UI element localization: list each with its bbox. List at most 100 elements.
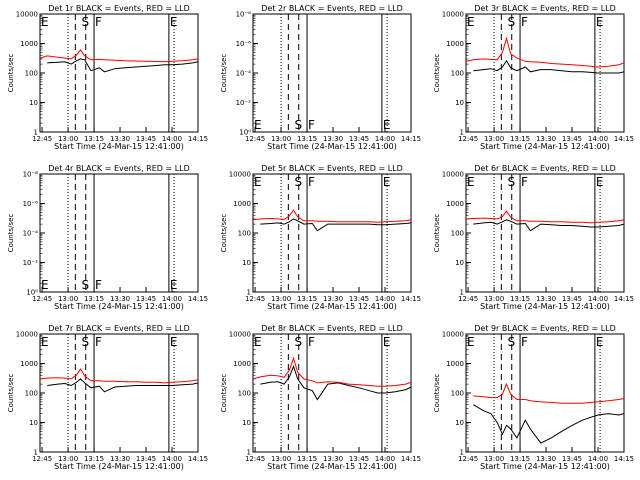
x-tick-label: 13:30	[536, 455, 556, 463]
x-tick-label: 13:45	[349, 455, 369, 463]
events-series-line	[473, 219, 625, 232]
x-axis-label: Start Time (24-Mar-15 12:41:00)	[267, 462, 397, 471]
lld-series-line	[465, 210, 625, 224]
events-series-line	[473, 404, 625, 444]
y-axis-label: Counts/sec	[433, 54, 441, 93]
y-tick-label: 1000	[233, 360, 251, 368]
y-tick-label: 1	[247, 449, 251, 457]
x-tick-label: 12:45	[245, 455, 265, 463]
event-marker-label: S	[508, 15, 516, 29]
event-marker-label: E	[467, 335, 475, 349]
event-marker-label: F	[95, 15, 102, 29]
event-marker-label: E	[467, 175, 475, 189]
y-axis-label: Counts/sec	[7, 374, 15, 413]
y-tick-label: 10⁻⁸	[23, 171, 39, 179]
x-tick-label: 12:45	[32, 295, 52, 303]
event-marker-label: F	[308, 118, 315, 132]
y-tick-label: 10⁰	[26, 289, 38, 297]
x-axis-label: Start Time (24-Mar-15 12:41:00)	[54, 302, 184, 311]
event-marker-label: S	[295, 118, 303, 132]
x-tick-label: 13:45	[349, 295, 369, 303]
y-tick-label: 1	[34, 449, 38, 457]
x-tick-label: 14:00	[588, 295, 608, 303]
y-tick-label: 1	[34, 129, 38, 137]
y-tick-label: 10	[455, 259, 464, 267]
event-marker-label: S	[508, 335, 516, 349]
x-tick-label: 13:45	[562, 135, 582, 143]
x-axis-label: Start Time (24-Mar-15 12:41:00)	[480, 142, 610, 151]
lld-series-line	[252, 209, 412, 223]
panel-6: Det 6r BLACK = Events, RED = LLD 1 10 100 10…	[433, 164, 634, 311]
y-axis-label: Counts/sec	[433, 214, 441, 253]
lld-series-line	[39, 49, 199, 63]
lld-series-line	[252, 356, 412, 387]
y-tick-label: 10⁻⁸	[236, 11, 252, 19]
event-marker-label: E	[254, 118, 262, 132]
y-tick-label: 10000	[442, 11, 464, 19]
y-tick-label: 100	[238, 390, 251, 398]
event-marker-label: S	[82, 15, 90, 29]
y-tick-label: 1000	[446, 360, 464, 368]
x-tick-label: 13:45	[136, 455, 156, 463]
y-tick-label: 1	[247, 289, 251, 297]
panel-1: Det 1r BLACK = Events, RED = LLD 1 10 100 10…	[7, 4, 208, 151]
y-tick-label: 10⁻⁶	[23, 200, 39, 208]
lld-series-line	[39, 368, 199, 384]
event-marker-label: S	[295, 175, 303, 189]
x-tick-label: 13:30	[323, 135, 343, 143]
x-tick-label: 14:15	[614, 455, 634, 463]
x-tick-label: 14:15	[401, 295, 421, 303]
event-marker-label: E	[383, 335, 391, 349]
events-series-line	[260, 218, 412, 232]
event-marker-label: S	[295, 335, 303, 349]
x-tick-label: 14:00	[375, 455, 395, 463]
panel-title: Det 9r BLACK = Events, RED = LLD	[474, 324, 616, 333]
x-tick-label: 12:45	[458, 295, 478, 303]
events-series-line	[260, 364, 412, 401]
event-marker-label: E	[383, 118, 391, 132]
panel-title: Det 6r BLACK = Events, RED = LLD	[474, 164, 616, 173]
y-tick-label: 100	[451, 390, 464, 398]
event-marker-label: E	[254, 175, 262, 189]
event-marker-label: F	[95, 278, 102, 292]
y-tick-label: 100	[451, 230, 464, 238]
event-marker-label: E	[596, 15, 604, 29]
y-tick-label: 10000	[16, 331, 38, 339]
y-tick-label: 10⁻²	[236, 99, 252, 107]
x-tick-label: 14:15	[614, 135, 634, 143]
y-tick-label: 1000	[446, 40, 464, 48]
x-tick-label: 13:00	[271, 295, 291, 303]
event-marker-label: F	[521, 15, 528, 29]
panel-7: Det 7r BLACK = Events, RED = LLD 1 10 100 10…	[7, 324, 208, 471]
x-tick-label: 13:15	[510, 295, 530, 303]
y-tick-label: 10000	[229, 331, 251, 339]
y-tick-label: 1	[460, 289, 464, 297]
x-tick-label: 13:00	[58, 295, 78, 303]
event-marker-label: E	[383, 175, 391, 189]
x-tick-label: 13:15	[297, 455, 317, 463]
x-tick-label: 13:15	[297, 135, 317, 143]
x-tick-label: 13:30	[110, 455, 130, 463]
panel-title: Det 8r BLACK = Events, RED = LLD	[261, 324, 403, 333]
x-tick-label: 12:45	[32, 455, 52, 463]
x-tick-label: 14:15	[188, 135, 208, 143]
panel-title: Det 1r BLACK = Events, RED = LLD	[48, 4, 190, 13]
x-tick-label: 13:00	[271, 455, 291, 463]
y-tick-label: 10⁻²	[23, 259, 39, 267]
panel-title: Det 4r BLACK = Events, RED = LLD	[48, 164, 190, 173]
event-marker-label: E	[596, 175, 604, 189]
event-marker-label: F	[308, 175, 315, 189]
y-tick-label: 10000	[16, 11, 38, 19]
x-tick-label: 12:45	[32, 135, 52, 143]
y-tick-label: 10000	[442, 331, 464, 339]
x-tick-label: 14:15	[188, 455, 208, 463]
panel-title: Det 2r BLACK = Events, RED = LLD	[261, 4, 403, 13]
event-marker-label: F	[95, 335, 102, 349]
event-marker-label: E	[254, 335, 262, 349]
x-tick-label: 14:00	[162, 455, 182, 463]
x-tick-label: 13:15	[84, 135, 104, 143]
x-tick-label: 13:00	[484, 455, 504, 463]
x-tick-label: 13:30	[110, 135, 130, 143]
event-marker-label: F	[521, 175, 528, 189]
